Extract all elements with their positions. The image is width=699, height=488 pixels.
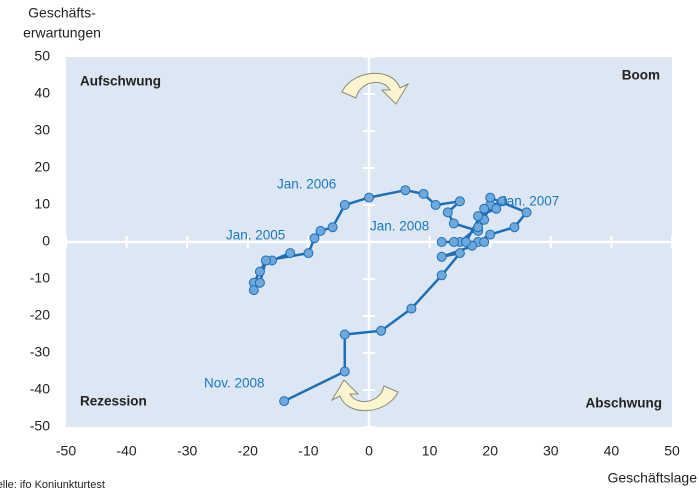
marker (400, 185, 411, 196)
x-tick-label: 0 (365, 443, 373, 459)
cycle-arrow (330, 73, 410, 411)
marker (436, 251, 447, 262)
marker (479, 203, 490, 214)
marker (418, 188, 429, 199)
x-tick-label: -20 (238, 443, 258, 459)
marker (279, 396, 290, 407)
marker (497, 196, 508, 207)
marker (303, 248, 314, 259)
source: Quelle: ifo Konjunkturtest (0, 479, 105, 488)
marker (309, 233, 320, 244)
marker (430, 200, 441, 210)
x-tick-label: -10 (298, 443, 318, 459)
y-tick-label: -40 (30, 381, 50, 397)
y-tick-label: 50 (34, 48, 50, 64)
y-tick-label: -30 (30, 344, 50, 360)
marker (254, 277, 265, 288)
marker (339, 329, 350, 340)
x-tick-label: -40 (116, 443, 136, 459)
annotation: Jan. 2006 (277, 177, 336, 192)
marker (448, 237, 459, 247)
marker (509, 222, 520, 233)
y-tick-label: -50 (30, 418, 50, 434)
y-axis-title: Geschäfts- (28, 5, 96, 21)
y-tick-label: 40 (34, 85, 50, 101)
x-tick-label: -30 (177, 443, 197, 459)
marker (254, 266, 265, 277)
y-tick-label: 10 (34, 196, 50, 212)
quadrant-label: Aufschwung (80, 74, 161, 89)
marker (364, 192, 374, 203)
y-tick-label: 20 (34, 159, 50, 175)
y-tick-label: 0 (42, 233, 50, 249)
y-tick-label: -10 (30, 270, 50, 286)
marker (436, 270, 447, 281)
marker (473, 222, 484, 233)
annotation: Jan. 2008 (370, 219, 429, 234)
x-tick-label: -50 (56, 443, 76, 459)
annotation: Nov. 2008 (204, 376, 265, 391)
x-tick-label: 20 (482, 443, 498, 459)
marker (491, 203, 502, 214)
marker (327, 222, 338, 233)
marker (521, 207, 532, 218)
y-tick-label: -20 (30, 307, 50, 323)
quadrant-label: Abschwung (586, 396, 663, 411)
marker (406, 303, 417, 314)
marker (339, 200, 350, 210)
y-tick-label: 30 (34, 122, 50, 138)
annotation: Jan. 2007 (500, 194, 559, 209)
marker (454, 196, 465, 207)
series (248, 185, 532, 407)
marker (479, 237, 490, 247)
marker (454, 248, 465, 259)
marker (460, 237, 471, 247)
marker (248, 285, 259, 296)
x-tick-label: 40 (604, 443, 620, 459)
marker (473, 211, 484, 222)
marker (260, 255, 271, 266)
x-tick-label: 30 (543, 443, 559, 459)
marker (339, 366, 350, 377)
x-tick-label: 50 (664, 443, 680, 459)
quadrant-label: Rezession (80, 394, 147, 409)
marker (485, 229, 496, 240)
marker (436, 237, 447, 247)
marker (448, 218, 459, 229)
annotation: Jan. 2005 (226, 228, 285, 243)
x-tick-label: 10 (422, 443, 438, 459)
axes (65, 56, 673, 428)
marker (285, 248, 296, 259)
marker (442, 207, 453, 218)
marker (315, 225, 326, 236)
marker (485, 192, 496, 203)
y-axis-title: erwartungen (23, 25, 101, 41)
x-axis-title: Geschäftslage (608, 470, 698, 486)
quadrant-label: Boom (622, 68, 660, 83)
marker (376, 325, 387, 336)
